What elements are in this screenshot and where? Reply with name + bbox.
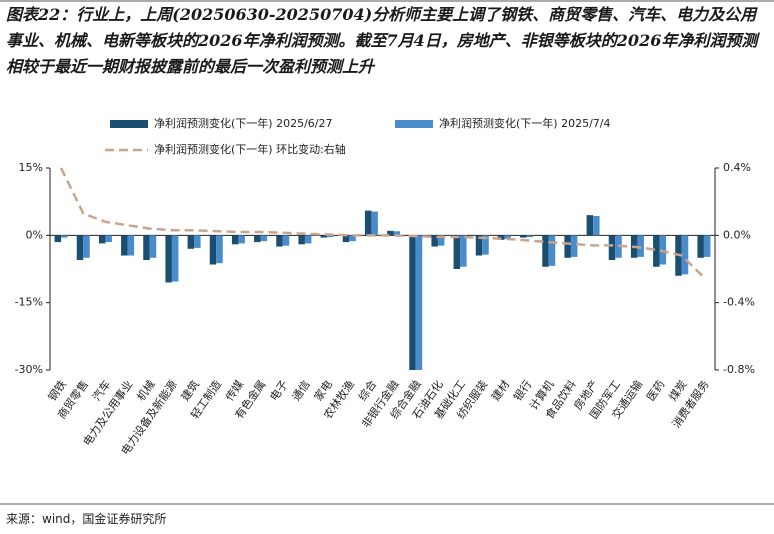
bar — [703, 235, 711, 257]
bar — [659, 235, 667, 265]
y-tick-label: 0% — [26, 228, 43, 241]
bar — [149, 235, 157, 258]
bar — [260, 235, 268, 242]
bar — [697, 235, 704, 258]
legend-label: 净利润预测变化(下一年) 环比变动:右轴 — [154, 142, 346, 156]
bar — [187, 235, 195, 249]
legend-label: 净利润预测变化(下一年) 2025/6/27 — [154, 116, 332, 130]
bar — [608, 235, 616, 261]
bar — [475, 235, 483, 256]
x-tick-label: 医药 — [644, 378, 667, 403]
bar — [298, 235, 305, 245]
bar — [165, 235, 172, 283]
bar — [504, 235, 511, 239]
source-note: 来源：wind，国金证券研究所 — [6, 512, 167, 526]
y2-tick-label: -0.8% — [723, 363, 755, 376]
y2-tick-label: -0.4% — [723, 296, 755, 309]
bar — [431, 235, 438, 247]
bar — [282, 235, 290, 246]
bar — [570, 235, 578, 257]
x-tick-label: 通信 — [290, 378, 313, 403]
chart-title: 图表22：行业上，上周(20250630-20250704)分析师主要上调了钢铁… — [6, 5, 758, 76]
bar — [409, 235, 416, 370]
bar — [637, 235, 644, 257]
bar — [98, 235, 106, 244]
bar — [342, 235, 350, 243]
bar — [526, 235, 534, 238]
bar — [121, 235, 128, 256]
bar — [453, 235, 461, 269]
legend-swatch — [110, 120, 148, 128]
bar — [54, 235, 62, 243]
bar — [564, 235, 571, 258]
y2-tick-label: 0.0% — [723, 228, 751, 241]
y-tick-label: -15% — [15, 296, 43, 309]
bar — [593, 216, 600, 236]
bar — [61, 235, 68, 238]
bar — [194, 235, 201, 248]
bar — [238, 235, 245, 244]
bar — [327, 235, 334, 238]
bar — [276, 235, 283, 247]
x-tick-label: 电子 — [267, 378, 290, 403]
bar — [482, 235, 489, 255]
bar — [364, 210, 372, 236]
bar — [371, 211, 378, 236]
bar — [171, 235, 179, 282]
bar — [542, 235, 549, 267]
bar — [83, 235, 90, 258]
bar — [415, 235, 423, 370]
bar — [209, 235, 217, 265]
bar — [681, 235, 689, 275]
y2-tick-label: 0.4% — [723, 161, 751, 174]
bar — [320, 235, 328, 238]
bar — [105, 235, 112, 243]
bar — [304, 235, 312, 244]
bar — [143, 235, 150, 261]
bar — [387, 230, 394, 236]
bar — [216, 235, 223, 264]
bar — [437, 235, 445, 246]
bar — [393, 231, 401, 236]
y-tick-label: 15% — [19, 161, 43, 174]
bar — [127, 235, 135, 256]
x-tick-label: 建材 — [488, 377, 512, 403]
y-tick-label: -30% — [15, 363, 43, 376]
bar — [548, 235, 556, 266]
bar — [460, 235, 467, 267]
line — [59, 167, 705, 279]
bar — [653, 235, 660, 267]
bar — [586, 215, 594, 236]
legend-label: 净利润预测变化(下一年) 2025/7/4 — [439, 116, 610, 130]
bar — [254, 235, 261, 243]
bar — [76, 235, 84, 261]
bar — [231, 235, 239, 245]
bar — [349, 235, 356, 242]
bar — [520, 235, 527, 238]
legend-swatch — [395, 120, 433, 128]
